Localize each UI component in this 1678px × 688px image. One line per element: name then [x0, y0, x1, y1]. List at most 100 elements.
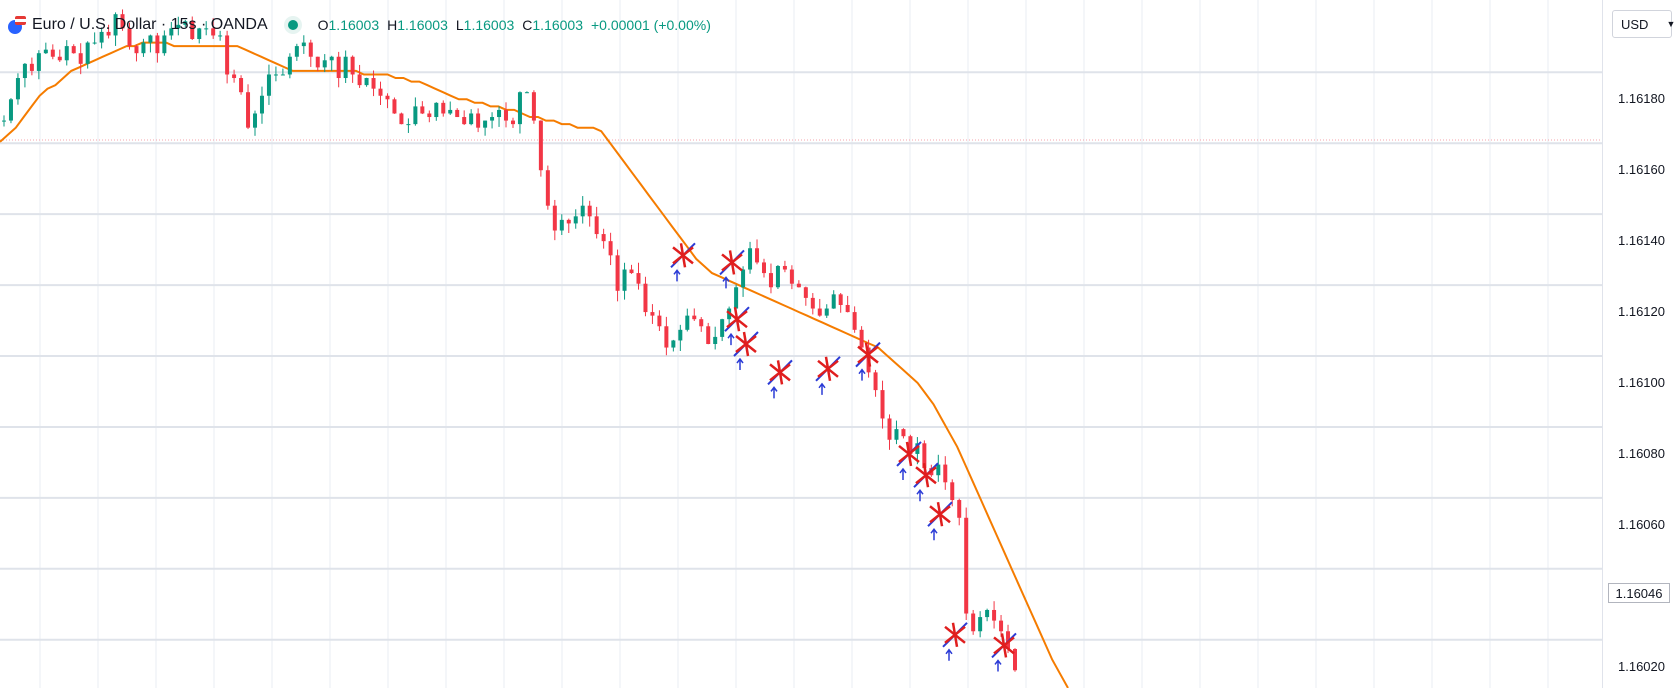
- candle-body: [385, 95, 390, 100]
- price-tick-label: 1.16160: [1618, 162, 1665, 178]
- price-axis[interactable]: [1602, 0, 1678, 688]
- candle: [699, 317, 704, 332]
- signal-arrow-up-icon: [916, 488, 924, 502]
- candle: [2, 115, 6, 127]
- candle-body: [78, 53, 83, 64]
- open-key: O: [317, 17, 329, 33]
- candle: [78, 43, 83, 75]
- candle-body: [504, 109, 509, 121]
- candle: [880, 380, 885, 429]
- candle: [601, 228, 606, 249]
- signal-cross-c: [936, 502, 944, 527]
- candle-body: [992, 609, 997, 621]
- candle-body: [936, 464, 941, 476]
- high-value: 1.16003: [397, 17, 448, 33]
- candle-body: [775, 265, 780, 288]
- candle-body: [155, 35, 160, 54]
- candle: [510, 117, 515, 128]
- candle: [50, 44, 55, 60]
- candle: [671, 339, 676, 352]
- signal-marker: [767, 359, 793, 399]
- signal-cross-c: [951, 622, 959, 648]
- candle-body: [622, 269, 627, 291]
- candle-body: [608, 241, 613, 256]
- candle: [490, 112, 495, 129]
- ohlc-values: O1.16003 H1.16003 L1.16003 C1.16003 +0.0…: [318, 17, 711, 33]
- candle: [378, 81, 383, 106]
- candle-body: [259, 95, 264, 114]
- candle: [253, 110, 258, 136]
- candle-body: [343, 56, 348, 79]
- candle: [650, 304, 655, 324]
- close-key: C: [522, 17, 533, 33]
- candle-body: [894, 429, 899, 440]
- candle-body: [469, 113, 474, 125]
- candle-body: [566, 219, 571, 224]
- candle-body: [211, 28, 216, 36]
- candle-body: [406, 124, 411, 126]
- symbol-title[interactable]: Euro / U.S. Dollar · 15s · OANDA: [32, 16, 268, 33]
- candle-body: [71, 46, 76, 54]
- candle: [266, 64, 271, 105]
- candle-body: [768, 273, 773, 288]
- candle: [755, 239, 760, 265]
- signal-cross-c: [864, 342, 872, 367]
- candle: [420, 101, 425, 115]
- signal-marker: [719, 249, 745, 289]
- candle-body: [559, 219, 564, 231]
- candle-body: [315, 56, 320, 68]
- signal-cross-c: [776, 360, 784, 385]
- currency-button[interactable]: USD ▼: [1612, 10, 1675, 38]
- candle: [761, 258, 766, 278]
- candle-body: [43, 49, 48, 54]
- candle: [985, 608, 990, 622]
- candle: [664, 316, 669, 356]
- candle: [43, 42, 48, 55]
- candle-body: [817, 308, 822, 316]
- candle: [15, 73, 20, 105]
- candle: [413, 97, 418, 126]
- candle-body: [978, 617, 983, 632]
- candle-body: [92, 42, 97, 44]
- candle: [629, 264, 634, 274]
- candle: [748, 241, 753, 274]
- candle: [580, 196, 585, 224]
- candle: [434, 102, 439, 121]
- signal-cross-c: [905, 441, 913, 467]
- signal-arrow-up-icon: [930, 527, 938, 541]
- candle-body: [308, 42, 313, 57]
- candle: [259, 86, 264, 124]
- candle: [218, 30, 223, 41]
- candle-body: [169, 28, 174, 36]
- signal-marker: [724, 306, 750, 346]
- candle: [622, 262, 627, 300]
- candle: [134, 44, 139, 62]
- candle-body: [734, 287, 739, 309]
- candle-body: [657, 315, 662, 327]
- candle-body: [99, 31, 104, 43]
- candle-body: [873, 372, 878, 391]
- candle-body: [678, 329, 683, 341]
- change-value: +0.00001 (+0.00%): [591, 17, 711, 33]
- candle-body: [713, 336, 718, 344]
- candle: [957, 498, 962, 526]
- price-tick-label: 1.16080: [1618, 445, 1665, 461]
- candle-body: [190, 21, 195, 40]
- candle-body: [580, 205, 585, 217]
- candle: [838, 292, 843, 313]
- candle-body: [378, 88, 383, 96]
- candle: [476, 108, 481, 133]
- candle-body: [239, 78, 244, 93]
- candle-body: [441, 102, 446, 114]
- candle: [183, 19, 188, 28]
- candle-body: [15, 78, 20, 100]
- signal-arrow-up-icon: [770, 386, 778, 399]
- candle-body: [336, 56, 341, 79]
- candle: [190, 16, 195, 40]
- candle-body: [29, 63, 34, 71]
- candle-body: [427, 113, 432, 118]
- candle-body: [699, 319, 704, 327]
- candle-body: [120, 14, 125, 29]
- price-chart[interactable]: [0, 0, 1602, 688]
